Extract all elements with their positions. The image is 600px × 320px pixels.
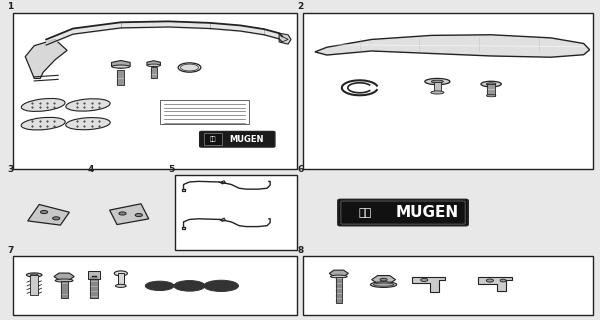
FancyBboxPatch shape [200,132,275,147]
Ellipse shape [112,65,130,68]
Ellipse shape [431,80,443,83]
Polygon shape [315,35,590,57]
Polygon shape [329,270,349,276]
Text: MUGEN: MUGEN [395,205,458,220]
Polygon shape [478,277,512,292]
Bar [61,281,68,298]
Bar [434,82,441,92]
Ellipse shape [331,275,347,278]
Ellipse shape [178,63,201,72]
Ellipse shape [481,81,501,87]
Ellipse shape [66,99,110,111]
Ellipse shape [181,64,199,71]
Ellipse shape [487,94,496,97]
Bar [175,175,297,250]
Bar [13,256,297,316]
Bar [204,133,222,145]
Bar [30,275,38,295]
Text: 2: 2 [297,2,303,12]
Bar [91,279,98,298]
Ellipse shape [114,271,127,276]
Ellipse shape [425,78,450,85]
Text: 8: 8 [297,246,303,255]
Ellipse shape [115,284,126,287]
Polygon shape [279,33,291,44]
Polygon shape [412,276,445,292]
Ellipse shape [22,99,65,111]
Ellipse shape [145,281,174,291]
Bar [487,84,495,96]
Ellipse shape [21,117,65,130]
Bar [88,271,100,279]
Ellipse shape [380,278,387,281]
Ellipse shape [487,279,493,282]
Bar [303,13,593,169]
Text: 3: 3 [7,164,14,173]
Ellipse shape [135,213,142,217]
Ellipse shape [119,212,126,215]
Text: 7: 7 [7,246,14,255]
Text: 6: 6 [297,164,303,173]
Text: 1: 1 [7,2,14,12]
Bar [117,70,124,85]
Ellipse shape [370,282,397,287]
Text: 5: 5 [169,164,175,173]
Bar [151,67,157,78]
Text: MUGEN: MUGEN [229,135,263,144]
Bar [118,273,124,286]
Ellipse shape [66,117,110,130]
Ellipse shape [500,279,506,282]
Bar [336,276,342,303]
Text: 無限: 無限 [359,208,372,218]
Polygon shape [112,60,130,68]
Ellipse shape [487,83,496,85]
Ellipse shape [147,64,160,67]
Polygon shape [54,273,74,280]
Ellipse shape [40,211,47,214]
Text: 4: 4 [88,164,94,173]
Polygon shape [28,204,70,225]
Text: 無限: 無限 [209,136,216,142]
Bar [303,256,593,316]
Polygon shape [25,39,67,78]
Bar [13,13,297,169]
Ellipse shape [31,274,38,276]
FancyBboxPatch shape [338,199,468,226]
Ellipse shape [55,279,73,282]
Ellipse shape [431,91,444,94]
Ellipse shape [174,281,205,291]
Polygon shape [147,61,160,67]
Ellipse shape [373,283,394,286]
Ellipse shape [53,217,60,220]
Polygon shape [110,204,149,225]
Ellipse shape [26,273,42,277]
Ellipse shape [421,278,428,282]
Polygon shape [371,276,395,284]
Ellipse shape [204,280,238,292]
Bar [160,100,249,124]
